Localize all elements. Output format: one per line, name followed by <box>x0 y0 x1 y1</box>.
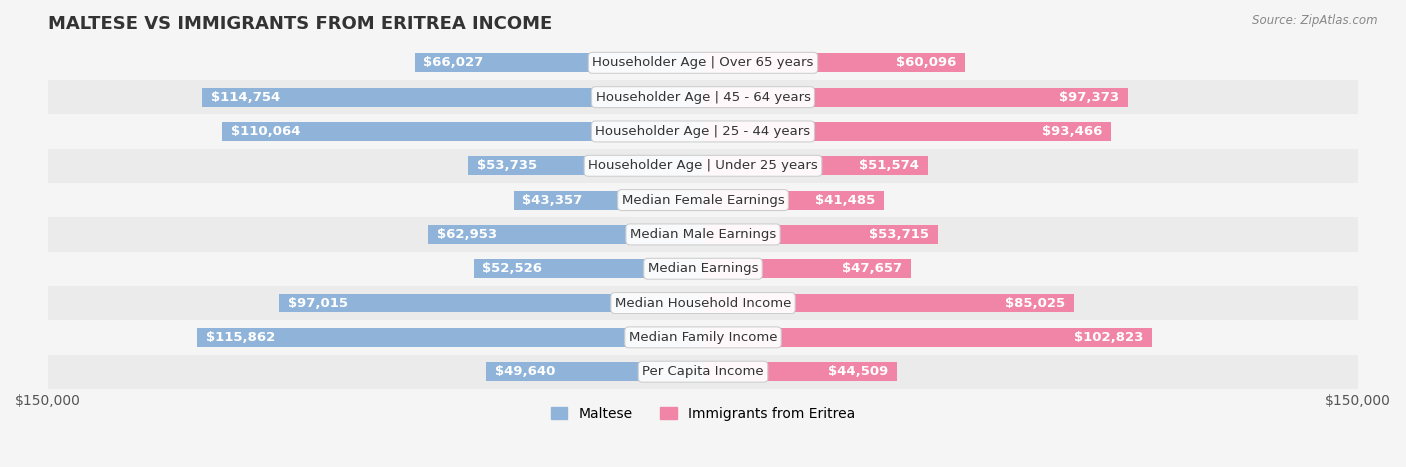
Bar <box>48 286 1358 320</box>
Text: Median Female Earnings: Median Female Earnings <box>621 194 785 206</box>
Bar <box>703 53 966 72</box>
Bar <box>48 46 1358 80</box>
Text: $62,953: $62,953 <box>437 228 496 241</box>
Bar <box>48 80 1358 114</box>
Bar <box>48 114 1358 149</box>
Text: $51,574: $51,574 <box>859 159 920 172</box>
Text: Median Male Earnings: Median Male Earnings <box>630 228 776 241</box>
Legend: Maltese, Immigrants from Eritrea: Maltese, Immigrants from Eritrea <box>546 402 860 426</box>
Bar <box>703 225 938 244</box>
Text: $41,485: $41,485 <box>815 194 876 206</box>
Bar <box>703 191 884 210</box>
Text: $47,657: $47,657 <box>842 262 903 275</box>
Bar <box>703 88 1128 106</box>
Text: $102,823: $102,823 <box>1074 331 1143 344</box>
Bar <box>202 88 703 106</box>
Text: MALTESE VS IMMIGRANTS FROM ERITREA INCOME: MALTESE VS IMMIGRANTS FROM ERITREA INCOM… <box>48 15 553 33</box>
Text: $115,862: $115,862 <box>205 331 276 344</box>
Bar <box>703 259 911 278</box>
Bar <box>703 156 928 175</box>
Text: Median Earnings: Median Earnings <box>648 262 758 275</box>
Text: Householder Age | 25 - 44 years: Householder Age | 25 - 44 years <box>595 125 811 138</box>
Text: $97,015: $97,015 <box>288 297 349 310</box>
Bar <box>703 362 897 381</box>
Bar <box>48 252 1358 286</box>
Text: Householder Age | Over 65 years: Householder Age | Over 65 years <box>592 57 814 69</box>
Bar <box>468 156 703 175</box>
Text: $66,027: $66,027 <box>423 57 484 69</box>
Bar <box>197 328 703 347</box>
Bar <box>513 191 703 210</box>
Bar <box>48 149 1358 183</box>
Bar <box>48 183 1358 217</box>
Bar <box>48 354 1358 389</box>
Text: $52,526: $52,526 <box>482 262 543 275</box>
Text: Householder Age | 45 - 64 years: Householder Age | 45 - 64 years <box>596 91 810 104</box>
Text: $110,064: $110,064 <box>231 125 301 138</box>
Text: $53,715: $53,715 <box>869 228 929 241</box>
Bar <box>48 217 1358 252</box>
Text: Householder Age | Under 25 years: Householder Age | Under 25 years <box>588 159 818 172</box>
Bar <box>48 320 1358 354</box>
Text: Per Capita Income: Per Capita Income <box>643 365 763 378</box>
Text: $53,735: $53,735 <box>477 159 537 172</box>
Text: $43,357: $43,357 <box>523 194 582 206</box>
Bar <box>703 294 1074 312</box>
Bar <box>474 259 703 278</box>
Text: Median Household Income: Median Household Income <box>614 297 792 310</box>
Bar <box>703 328 1152 347</box>
Text: $85,025: $85,025 <box>1005 297 1066 310</box>
Text: $49,640: $49,640 <box>495 365 555 378</box>
Bar <box>222 122 703 141</box>
Bar <box>415 53 703 72</box>
Bar <box>280 294 703 312</box>
Bar <box>486 362 703 381</box>
Text: $93,466: $93,466 <box>1042 125 1102 138</box>
Bar <box>703 122 1111 141</box>
Text: $44,509: $44,509 <box>828 365 889 378</box>
Text: $114,754: $114,754 <box>211 91 280 104</box>
Text: $60,096: $60,096 <box>897 57 956 69</box>
Bar <box>427 225 703 244</box>
Text: $97,373: $97,373 <box>1059 91 1119 104</box>
Text: Median Family Income: Median Family Income <box>628 331 778 344</box>
Text: Source: ZipAtlas.com: Source: ZipAtlas.com <box>1253 14 1378 27</box>
